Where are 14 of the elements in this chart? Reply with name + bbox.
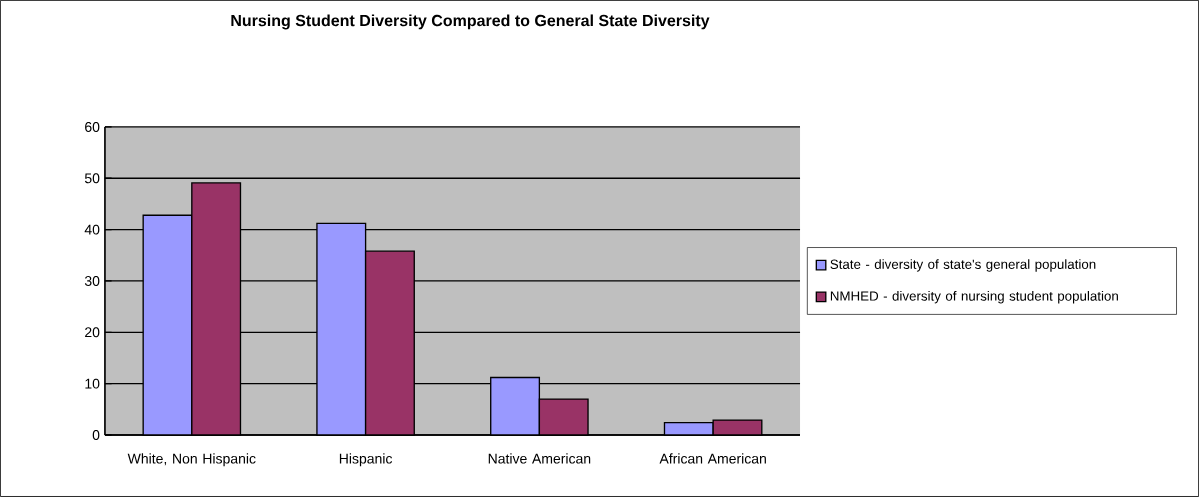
- x-tick-label: African American: [659, 453, 766, 464]
- y-tick-label: 30: [84, 276, 100, 286]
- x-tick-label: Native American: [488, 453, 591, 464]
- y-tick-label: 40: [84, 224, 100, 235]
- legend-label: State - diversity of state's general population: [830, 259, 1096, 272]
- y-tick-label: 50: [84, 173, 100, 184]
- y-tick-label: 0: [92, 430, 100, 440]
- x-tick-label: White, Non Hispanic: [127, 453, 256, 467]
- legend-label: NMHED - diversity of nursing student population: [830, 291, 1118, 304]
- y-tick-label: 20: [85, 327, 100, 338]
- y-tick-label: 60: [85, 122, 100, 132]
- y-tick-label: 10: [85, 378, 100, 389]
- x-tick-label: Hispanic: [339, 453, 393, 467]
- chart-title: Nursing Student Diversity Compared to General State Diversity: [231, 14, 710, 30]
